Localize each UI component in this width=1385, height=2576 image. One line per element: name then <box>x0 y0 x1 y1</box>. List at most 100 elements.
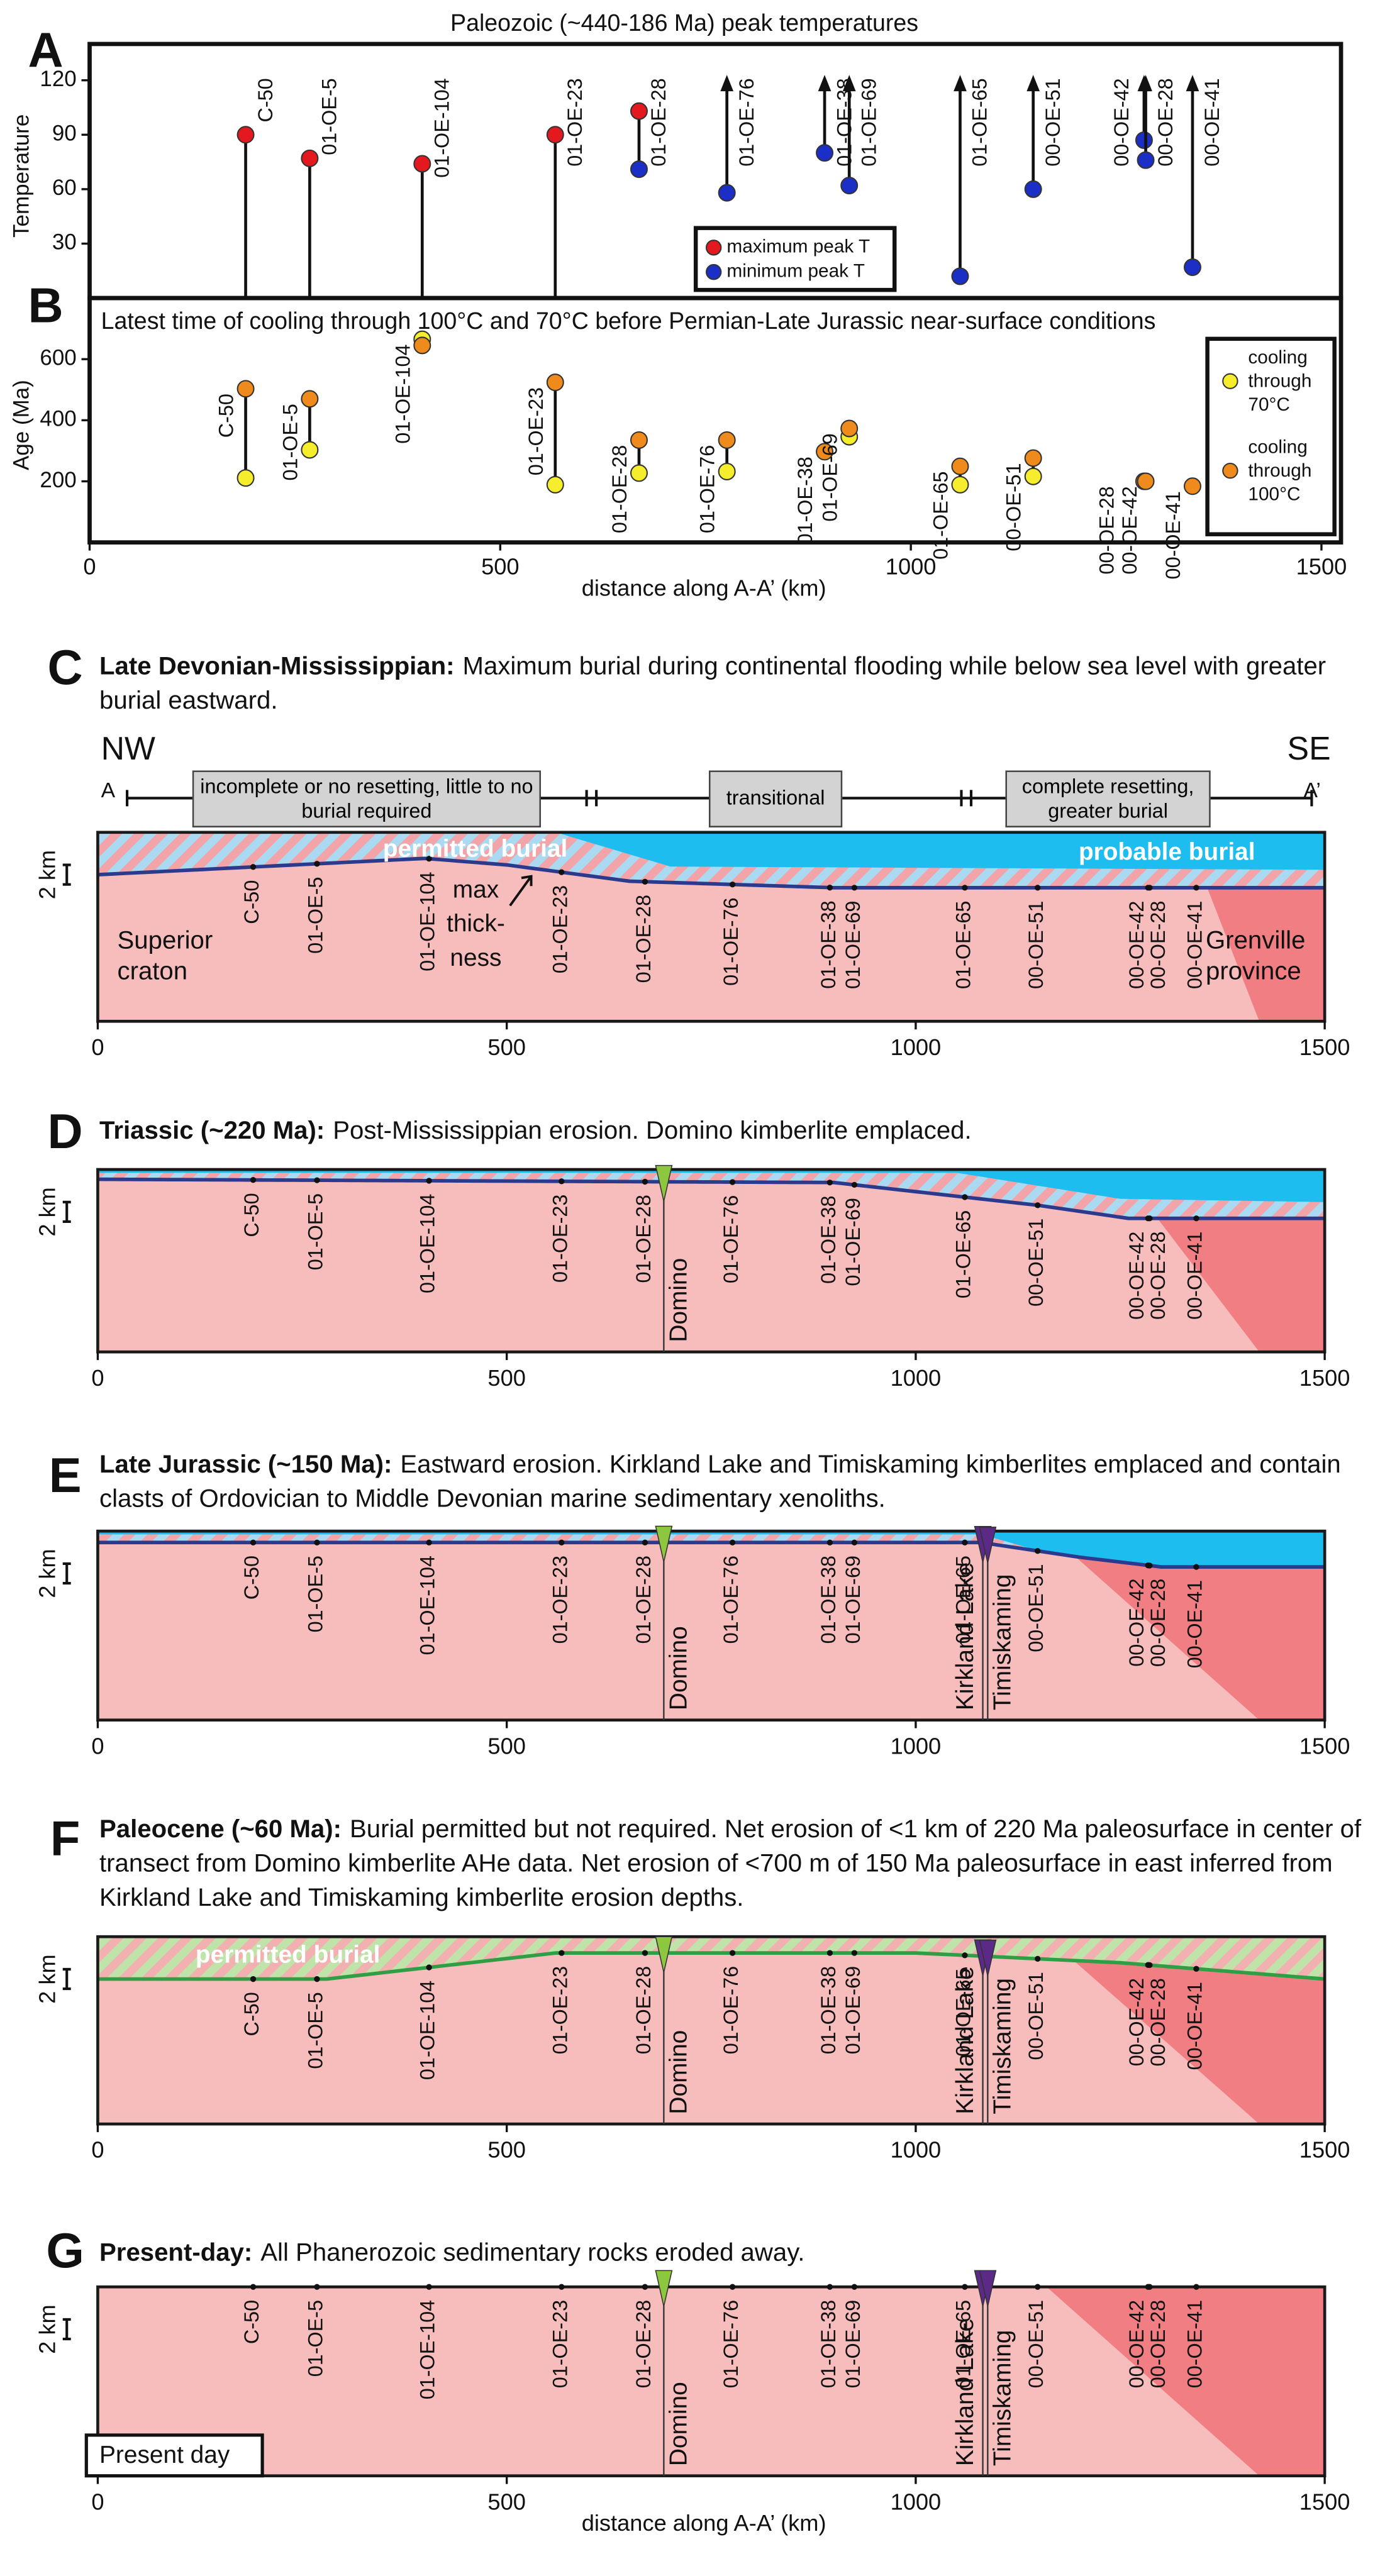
legend-label: cooling through 100°C <box>1248 436 1316 504</box>
x-tick-label: 1000 <box>891 1733 942 1759</box>
sample-site <box>559 1950 565 1956</box>
sample-label: 01-OE-38 <box>817 2300 840 2388</box>
paleosurface <box>97 856 1325 890</box>
chart-title: Paleozoic (~440-186 Ma) peak temperature… <box>450 9 918 36</box>
sample-label: 00-OE-42 <box>1125 901 1148 989</box>
sample-label: 01-OE-76 <box>720 1195 742 1283</box>
kimberlite-label: Domino <box>665 1258 692 1342</box>
y-tick-label: 120 <box>40 67 76 91</box>
data-point <box>1183 477 1201 495</box>
data-point <box>1024 180 1042 198</box>
sample-site <box>962 1952 968 1959</box>
sample-label: 01-OE-69 <box>842 1966 864 2054</box>
sample-site <box>729 1179 736 1185</box>
legend-label: minimum peak T <box>726 261 865 282</box>
direction-label: NW <box>101 730 155 766</box>
data-point <box>301 390 319 408</box>
sample-site <box>851 885 858 891</box>
panel-title: Triassic (~220 Ma): Post-Mississippian er… <box>99 1117 972 1145</box>
text: Eastward erosion. Kirkland Lake and Timi… <box>99 1451 1341 1513</box>
sample-label: 01-OE-5 <box>279 404 301 480</box>
probable-burial-layer <box>97 1169 1325 1202</box>
region-label: Grenville province <box>1206 926 1313 985</box>
sample-label: 01-OE-38 <box>817 1966 840 2054</box>
y-tick-label: 600 <box>40 345 76 370</box>
data-point <box>546 373 564 392</box>
sample-site <box>729 2284 736 2290</box>
legend-swatch <box>1222 373 1238 389</box>
sample-label: 00-OE-51 <box>1025 1564 1047 1652</box>
sample-site <box>314 1177 320 1183</box>
legend-swatch <box>705 240 722 256</box>
legend-swatch <box>705 263 722 280</box>
grenville-province <box>1046 1937 1325 2125</box>
sample-label: 00-OE-28 <box>1147 1978 1169 2066</box>
sample-site <box>1035 885 1041 891</box>
sample-label: 01-OE-65 <box>952 2300 974 2388</box>
zone-label: transitional <box>708 770 843 828</box>
sample-label: 01-OE-104 <box>416 1981 439 2080</box>
sample-site <box>250 1177 257 1183</box>
x-tick-label: 1000 <box>891 1365 942 1391</box>
kimberlite <box>979 2270 997 2307</box>
text: Burial permitted but not required. Net e… <box>99 1816 1362 1913</box>
data-point <box>546 475 564 494</box>
sample-site <box>851 2284 858 2290</box>
kimberlite-label: Timiskaming <box>989 2330 1016 2467</box>
x-tick-label: 1000 <box>891 2489 942 2514</box>
arrow-head <box>842 75 856 92</box>
panel-letter: A <box>28 23 63 77</box>
data-point <box>413 155 431 173</box>
sample-label: 01-OE-69 <box>818 433 841 521</box>
sample-label: 00-OE-42 <box>1118 486 1141 574</box>
panel-title: Paleocene (~60 Ma): Burial permitted but … <box>99 1813 1385 1915</box>
sample-label: C-50 <box>215 394 238 438</box>
sample-label: C-50 <box>240 2300 263 2344</box>
depth-label: 2 km <box>34 1187 60 1237</box>
zone-label-box: incomplete or no resetting, little to no… <box>192 770 542 828</box>
sample-label: 01-OE-23 <box>548 1966 571 2054</box>
sample-site <box>314 861 320 867</box>
sample-label: 01-OE-23 <box>548 1556 571 1644</box>
sample-site <box>729 882 736 888</box>
data-point <box>951 267 969 285</box>
x-axis-label: distance along A-A’ (km) <box>582 575 826 600</box>
sample-label: 01-OE-28 <box>632 1966 655 2054</box>
panel-title-box: Paleocene (~60 Ma): Burial permitted but … <box>99 1813 1385 1915</box>
sample-site <box>559 869 565 875</box>
chart-title: Latest time of cooling through 100°C and… <box>101 307 1156 334</box>
sample-site <box>826 1180 833 1186</box>
section-frame <box>96 2285 1327 2478</box>
data-point <box>630 102 648 120</box>
kimberlite <box>655 1936 673 1973</box>
max-thickness-label: max <box>453 876 499 903</box>
sample-label: 01-OE-69 <box>842 1198 864 1286</box>
pointer-arrow <box>509 875 533 907</box>
sample-label: 01-OE-65 <box>952 1210 974 1298</box>
panel-letter: B <box>28 279 63 333</box>
x-axis-label: distance along A-A’ (km) <box>582 2510 826 2536</box>
sample-label: 01-OE-38 <box>794 456 816 544</box>
depth-label: 2 km <box>34 1954 60 2004</box>
x-tick-label: 1000 <box>891 2137 942 2163</box>
kimberlite <box>655 1164 673 1202</box>
panel-title: Late Jurassic (~150 Ma): Eastward erosion… <box>99 1451 1341 1513</box>
sample-label: 00-OE-51 <box>1025 1219 1047 1307</box>
sample-label: 01-OE-28 <box>647 78 670 166</box>
panel-title-box: Late Devonian-Mississippian: Maximum buri… <box>99 650 1385 719</box>
sample-label: C-50 <box>240 1193 263 1237</box>
present-box <box>84 2433 264 2478</box>
sample-label: 00-OE-41 <box>1201 78 1223 166</box>
sample-label: 00-OE-28 <box>1095 486 1118 574</box>
x-tick-label: 500 <box>487 1034 525 1060</box>
data-point <box>301 149 319 167</box>
paleosurface <box>97 1951 1325 1981</box>
sample-label: 00-OE-28 <box>1154 78 1177 166</box>
zone-label-box: complete resetting, greater burial <box>1005 770 1211 828</box>
sample-site <box>1147 1962 1153 1969</box>
sample-label: 01-OE-38 <box>817 1195 840 1283</box>
sample-label: 01-OE-69 <box>842 2300 864 2388</box>
sample-site <box>729 1539 736 1545</box>
data-point <box>951 475 969 494</box>
kimberlite-label: Timiskaming <box>989 1574 1016 1711</box>
